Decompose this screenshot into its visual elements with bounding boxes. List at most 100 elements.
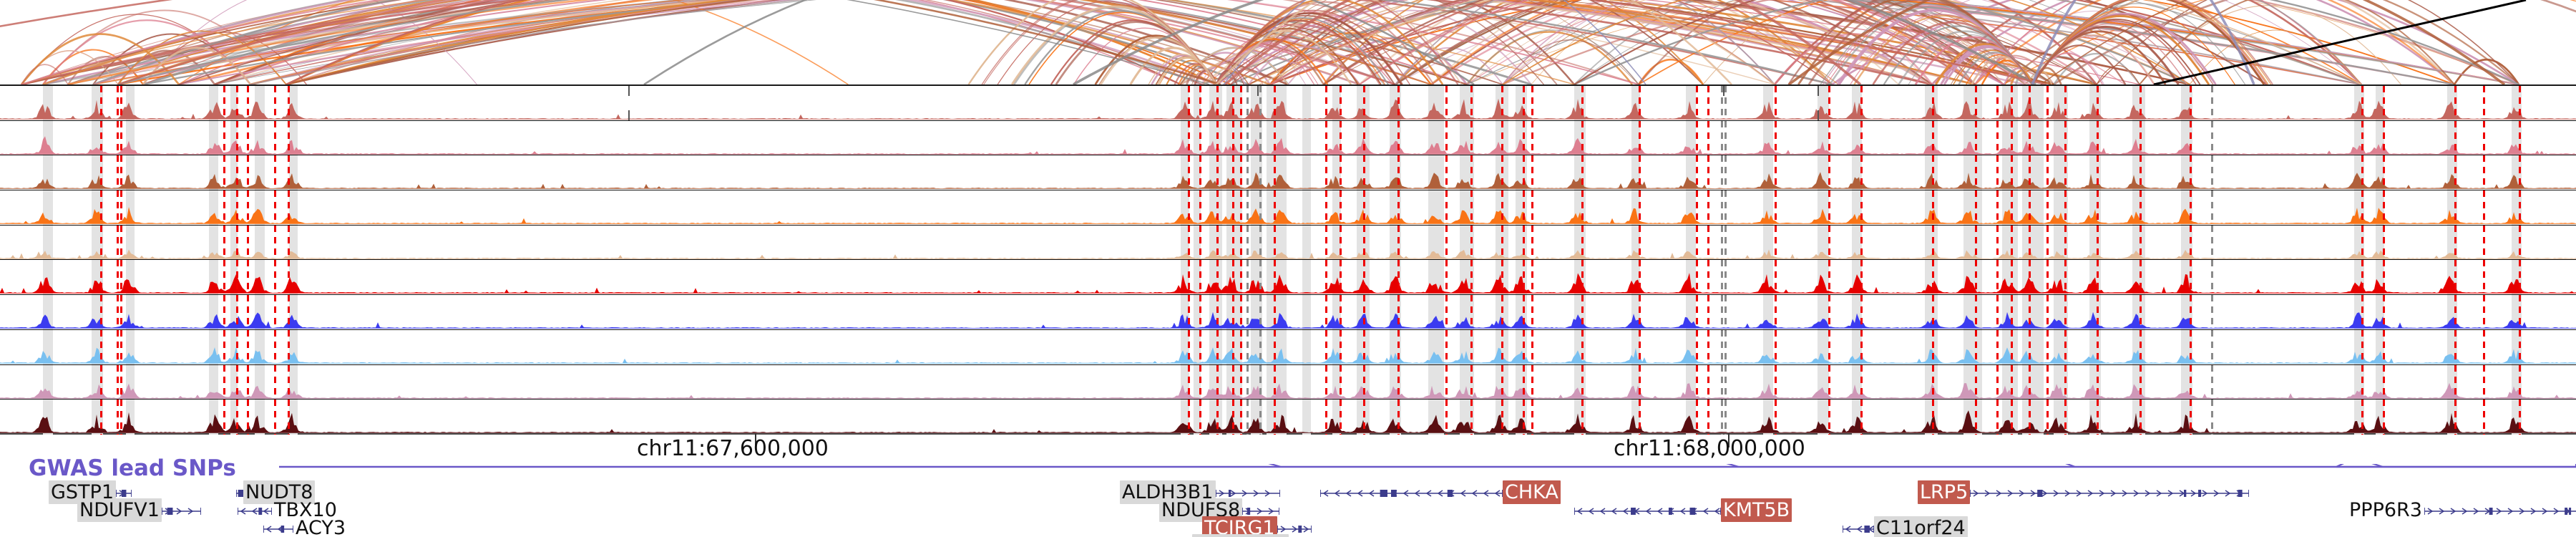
signal-track-liver[interactable] <box>0 295 2576 330</box>
credible-set-snp-line <box>1274 364 1276 400</box>
gene-transcript-model[interactable] <box>161 504 201 518</box>
gene-transcript-model[interactable] <box>263 522 293 536</box>
credible-set-snp-line <box>2383 225 2385 260</box>
secondary-marker-line <box>1724 120 1727 155</box>
credible-set-snp-line <box>2361 190 2363 225</box>
credible-set-snp-line <box>2097 400 2099 435</box>
credible-set-snp-line <box>288 120 290 155</box>
credible-set-snp-line <box>1240 295 1242 329</box>
credible-set-snp-line <box>1397 295 1400 329</box>
gene-transcript-model[interactable] <box>1320 486 1503 500</box>
credible-set-snp-line <box>1188 400 1190 435</box>
credible-set-snp-line <box>223 295 225 329</box>
peak-shade-column <box>1226 225 1242 260</box>
signal-track-bone[interactable] <box>0 329 2576 365</box>
peak-shade-column <box>1818 120 1829 155</box>
credible-set-snp-line <box>117 155 119 190</box>
credible-set-snp-line <box>1531 155 1533 190</box>
gene-annotation[interactable]: TCIRG1 <box>1202 516 1312 537</box>
gene-name-label[interactable]: TCIRG1 <box>1202 516 1277 537</box>
peak-shade-column <box>1428 225 1444 260</box>
credible-set-snp-line <box>2383 400 2385 435</box>
credible-set-snp-line <box>1531 400 1533 435</box>
credible-set-snp-line <box>2190 86 2192 120</box>
credible-set-snp-line <box>2046 190 2049 225</box>
gene-name-label[interactable]: C11orf24 <box>1874 516 1968 537</box>
credible-set-snp-line <box>1240 190 1242 225</box>
gene-transcript-model[interactable] <box>1215 486 1280 500</box>
gene-transcript-model[interactable] <box>236 486 243 500</box>
signal-track-placenta-eem[interactable] <box>0 260 2576 296</box>
gene-name-label[interactable]: LRP5 <box>1918 480 1971 504</box>
gene-name-label[interactable]: ACY3 <box>296 517 346 537</box>
gene-annotation[interactable]: NUDT8 <box>236 480 316 504</box>
gene-name-label[interactable]: NDUFV1 <box>77 498 162 522</box>
peak-shade-column <box>230 329 238 364</box>
credible-set-snp-line <box>1707 225 1709 260</box>
credible-set-snp-line <box>1696 329 1698 364</box>
gene-name-label[interactable]: ALDH3B2 <box>366 534 462 537</box>
gene-transcript-model[interactable] <box>1843 522 1874 536</box>
credible-set-snp-line <box>2519 295 2521 329</box>
gene-name-label[interactable]: NUDT8 <box>243 480 316 504</box>
gene-annotation[interactable]: PPP6R3 <box>2347 500 2576 520</box>
gene-name-label[interactable]: KMT5B <box>1721 498 1792 522</box>
credible-set-snp-line <box>1232 120 1234 155</box>
gene-name-label[interactable]: UNC93B1 <box>1192 534 1289 537</box>
gene-annotation[interactable]: LRP5 <box>1918 480 2250 504</box>
credible-set-snp-line <box>274 364 276 400</box>
credible-set-snp-line <box>120 120 122 155</box>
peak-shade-column <box>230 260 238 295</box>
peak-shade-column <box>230 86 238 120</box>
credible-set-snp-line <box>2454 155 2457 190</box>
signal-track-muscle[interactable] <box>0 86 2576 121</box>
credible-set-snp-line <box>2140 329 2142 364</box>
credible-set-snp-line <box>1240 225 1242 260</box>
secondary-marker-line <box>1259 155 1262 190</box>
signal-track-pns[interactable] <box>0 225 2576 261</box>
gene-transcript-model[interactable] <box>238 504 272 518</box>
gene-annotation[interactable]: C11orf24 <box>1843 516 1968 537</box>
credible-set-snp-line <box>100 400 102 435</box>
credible-set-snp-line <box>2190 225 2192 260</box>
credible-set-snp-line <box>1639 225 1641 260</box>
gene-transcript-model[interactable] <box>116 486 132 500</box>
gene-annotation[interactable]: TBX10 <box>238 500 339 520</box>
credible-set-snp-line <box>1523 295 1525 329</box>
credible-set-snp-line <box>1216 260 1219 295</box>
gene-transcript-model[interactable] <box>1970 486 2250 500</box>
gene-body-icon <box>1277 525 1312 533</box>
credible-set-snp-line <box>100 364 102 400</box>
signal-track-heart[interactable] <box>0 120 2576 156</box>
gene-name-label[interactable]: TBX10 <box>274 499 337 521</box>
credible-set-snp-line <box>1996 260 1999 295</box>
credible-set-snp-line <box>1216 329 1219 364</box>
gene-annotation[interactable]: ACY3 <box>263 518 348 537</box>
credible-set-snp-line <box>1470 400 1473 435</box>
signal-track-stromal[interactable] <box>0 190 2576 226</box>
gene-transcript-model[interactable] <box>1242 504 1280 518</box>
credible-set-snp-line <box>288 260 290 295</box>
gene-transcript-model[interactable] <box>1574 504 1721 518</box>
signal-track-adipose[interactable] <box>0 155 2576 191</box>
credible-set-snp-line <box>2483 295 2485 329</box>
gene-transcript-model[interactable] <box>1277 522 1312 536</box>
credible-set-snp-line <box>1199 120 1201 155</box>
credible-set-snp-line <box>1707 364 1709 400</box>
gene-annotation[interactable]: KMT5B <box>1574 498 1792 522</box>
credible-set-snp-line <box>117 120 119 155</box>
credible-set-snp-line <box>1363 86 1365 120</box>
gene-name-label[interactable]: PPP6R3 <box>2349 499 2422 521</box>
gene-transcript-model[interactable] <box>2424 504 2576 518</box>
secondary-marker-line <box>1246 400 1249 435</box>
gene-annotation[interactable]: NDUFV1 <box>77 498 201 522</box>
credible-set-snp-line <box>2097 225 2099 260</box>
gene-annotation[interactable]: CHKA <box>1320 480 1561 504</box>
gene-name-label[interactable]: CHKA <box>1503 480 1561 504</box>
signal-track-kidney[interactable] <box>0 400 2576 435</box>
credible-set-snp-line <box>1775 400 1777 435</box>
credible-set-snp-line <box>247 329 249 364</box>
signal-track-digestive[interactable] <box>0 364 2576 400</box>
peak-shade-column <box>1226 295 1242 329</box>
credible-set-snp-line <box>1501 364 1503 400</box>
